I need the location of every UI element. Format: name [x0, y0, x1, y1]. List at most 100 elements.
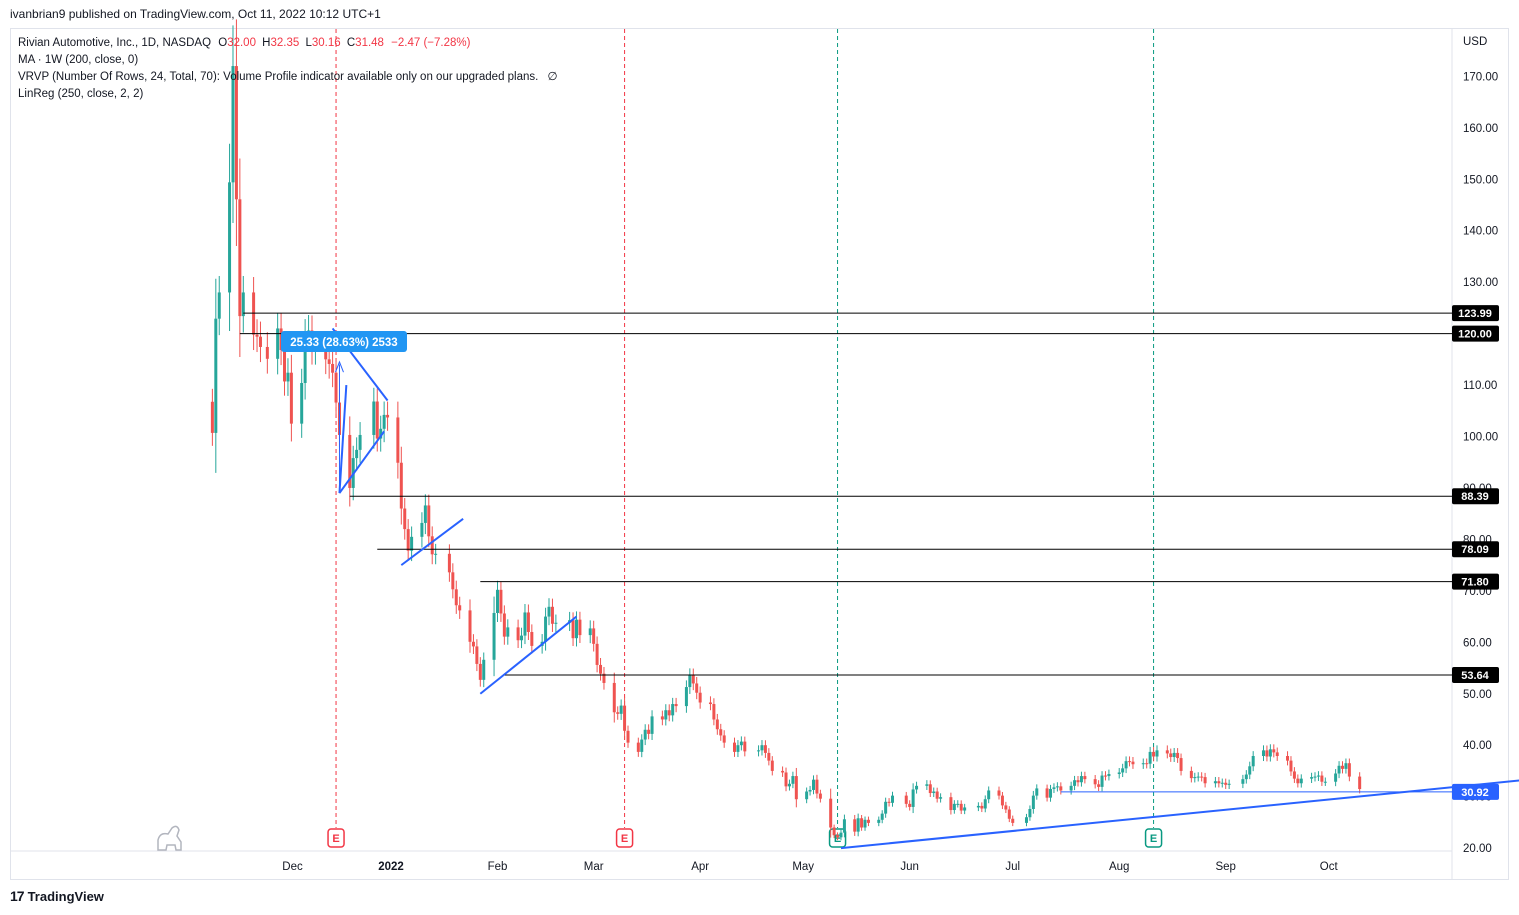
candle [1217, 781, 1221, 784]
candle [650, 716, 654, 734]
price-level-tag [1452, 783, 1499, 800]
candle [547, 606, 551, 617]
y-tick-label: 60.00 [1463, 637, 1492, 649]
candle [238, 199, 242, 317]
candle [1176, 752, 1180, 759]
candle [983, 799, 987, 809]
x-tick-label: 2022 [378, 861, 404, 873]
candle [684, 687, 688, 707]
candle [688, 675, 692, 688]
candle [1193, 777, 1197, 779]
candle [664, 710, 668, 720]
candle [959, 803, 963, 811]
candle [210, 401, 214, 433]
candle [963, 807, 967, 811]
earnings-badge[interactable] [1144, 828, 1163, 848]
triangle-lower-line[interactable] [338, 430, 385, 494]
x-tick-label: Jun [900, 861, 919, 873]
candle [574, 619, 578, 639]
candle [458, 605, 462, 611]
candle [839, 832, 843, 838]
candle [722, 735, 726, 743]
candle [327, 359, 331, 364]
candle [794, 776, 798, 800]
legend-symbol-row[interactable]: Rivian Automotive, Inc., 1D, NASDAQ O32.… [18, 35, 558, 52]
candle [1172, 752, 1176, 758]
legend-close: 31.48 [355, 37, 384, 49]
candle [791, 776, 795, 784]
price-level-tag-label: 120.00 [1458, 329, 1492, 341]
candle [492, 612, 496, 660]
candle [324, 347, 328, 360]
legend-linreg[interactable]: LinReg (250, close, 2, 2) [18, 88, 144, 100]
candle [1093, 779, 1097, 785]
candle [643, 729, 647, 740]
candle [1261, 750, 1265, 757]
candle [523, 612, 527, 636]
support-trendline[interactable] [840, 768, 1519, 850]
price-level-tag [1452, 325, 1499, 342]
candle [1000, 795, 1004, 806]
candle [647, 729, 651, 734]
candle [1189, 770, 1193, 779]
candle [935, 791, 939, 799]
candle [1148, 751, 1152, 764]
y-tick-label: 110.00 [1463, 380, 1497, 392]
earnings-badge[interactable] [327, 828, 345, 848]
candle [1083, 776, 1087, 780]
candle [217, 292, 221, 319]
measure-label-box[interactable] [281, 331, 407, 352]
y-tick-label: 160.00 [1463, 123, 1498, 135]
candle [544, 616, 548, 642]
candle [502, 613, 506, 637]
candle [1145, 763, 1149, 765]
candle [932, 791, 936, 794]
legend-open-label: O [218, 37, 228, 49]
candle [612, 682, 616, 713]
measure-label: 25.33 (28.63%) 2533 [290, 337, 397, 349]
candle [526, 612, 530, 633]
candle [454, 589, 458, 606]
legend-vrvp-row[interactable]: VRVP (Number Of Rows, 24, Total, 70): Vo… [18, 69, 558, 86]
price-level-tag [1452, 573, 1499, 590]
candle [691, 675, 695, 684]
candle [636, 742, 640, 752]
candle [1320, 775, 1324, 782]
candle [880, 813, 884, 820]
candle [396, 417, 400, 463]
candle [258, 336, 262, 347]
triangle-left-line[interactable] [338, 384, 348, 494]
candle [1124, 761, 1128, 769]
publisher-caption: ivanbrian9 published on TradingView.com,… [10, 7, 381, 21]
candle [1203, 777, 1207, 784]
candle [1289, 760, 1293, 772]
candle [1334, 773, 1338, 782]
candle [592, 628, 596, 644]
candle [499, 589, 503, 614]
candle [303, 335, 307, 383]
x-tick-label: May [792, 861, 814, 873]
earnings-badge-label: E [332, 833, 339, 845]
hidden-eye-icon[interactable]: ∅ [547, 71, 558, 83]
legend-ma[interactable]: MA · 1W (200, close, 0) [18, 54, 139, 66]
earnings-badge-label: E [1150, 833, 1157, 845]
candle [739, 741, 743, 746]
channel-line-jan[interactable] [400, 518, 464, 566]
candle [853, 819, 857, 832]
candle [1004, 805, 1008, 810]
channel-line-feb[interactable] [479, 615, 578, 695]
earnings-badge[interactable] [615, 828, 634, 848]
candle [781, 770, 785, 773]
candle [495, 589, 499, 613]
candle [1128, 761, 1132, 763]
candle [427, 505, 431, 537]
candle [616, 712, 620, 714]
candle [554, 622, 558, 624]
candle [787, 783, 791, 787]
candle [736, 745, 740, 752]
candle [482, 659, 486, 680]
legend-symbol[interactable]: Rivian Automotive, Inc., 1D, NASDAQ [18, 37, 212, 49]
candle [447, 553, 451, 573]
footer-brand[interactable]: 17 TradingView [10, 888, 104, 904]
